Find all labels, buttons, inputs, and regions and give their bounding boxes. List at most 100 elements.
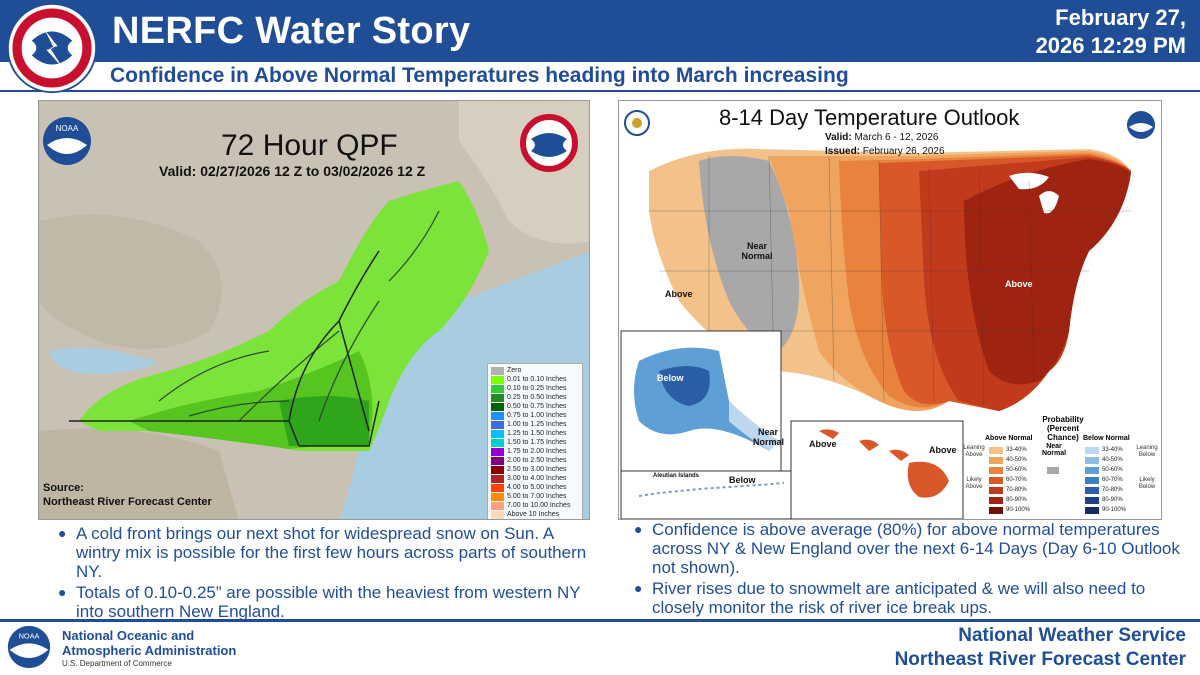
prob-legend-label: 60-70% <box>1006 477 1027 483</box>
qpf-legend-swatch <box>491 420 504 429</box>
prob-leaning-above: Leaning Above <box>963 445 985 458</box>
prob-legend-swatch <box>1085 476 1099 484</box>
footer-org: National Oceanic and Atmospheric Adminis… <box>62 628 236 658</box>
qpf-legend-row: 1.25 to 1.50 Inches <box>491 429 579 438</box>
footer-office: National Weather Service Northeast River… <box>895 624 1186 672</box>
qpf-legend-label: 0.01 to 0.10 Inches <box>507 376 567 383</box>
qpf-legend-row: 4.00 to 5.00 Inches <box>491 483 579 492</box>
bullet-dot-icon: ● <box>58 584 67 600</box>
prob-legend-swatch <box>989 446 1003 454</box>
qpf-legend-label: Zero <box>507 367 522 374</box>
qpf-legend-swatch <box>491 474 504 483</box>
date-line: February 27, <box>1055 5 1186 30</box>
prob-below-head: Below Normal <box>1083 435 1130 442</box>
qpf-legend-swatch <box>491 411 504 420</box>
prob-legend-label: 40-50% <box>1102 457 1123 463</box>
prob-above-head: Above Normal <box>985 435 1033 442</box>
prob-legend-swatch <box>1085 506 1099 514</box>
prob-likely-below: Likely Below <box>1138 477 1156 490</box>
outlook-map <box>619 101 1161 519</box>
qpf-legend-label: 4.00 to 5.00 Inches <box>507 484 567 491</box>
label-above-hawaii-west: Above <box>809 439 837 449</box>
prob-legend-label: 90-100% <box>1006 507 1031 513</box>
label-above-west: Above <box>665 289 693 299</box>
qpf-source-label: Source: <box>43 482 84 494</box>
prob-legend-label: 33-40% <box>1006 447 1027 453</box>
header: NERFC Water Story February 27, 2026 12:2… <box>0 0 1200 95</box>
qpf-legend-label: 7.00 to 10.00 Inches <box>507 502 571 509</box>
footer-office-line2: Northeast River Forecast Center <box>894 649 1186 670</box>
qpf-legend-label: 1.00 to 1.25 Inches <box>507 421 567 428</box>
footer-org-line1: National Oceanic and <box>62 628 195 643</box>
qpf-valid: Valid: 02/27/2026 12 Z to 03/02/2026 12 … <box>159 163 426 179</box>
qpf-legend-row: 1.50 to 1.75 Inches <box>491 438 579 447</box>
qpf-legend-swatch <box>491 366 504 375</box>
qpf-legend-label: 3.00 to 4.00 Inches <box>507 475 567 482</box>
prob-legend-title: Probability (Percent Chance) <box>1042 415 1084 442</box>
valid-value: March 6 - 12, 2026 <box>854 132 939 143</box>
qpf-legend-row: 5.00 to 7.00 Inches <box>491 492 579 501</box>
header-subtitle-bar <box>0 62 1200 92</box>
bullet-dot-icon: ● <box>634 521 643 537</box>
qpf-legend-row: Zero <box>491 366 579 375</box>
probability-legend: Probability (Percent Chance) Above Norma… <box>963 415 1159 519</box>
qpf-legend-label: 2.50 to 3.00 Inches <box>507 466 567 473</box>
qpf-legend-swatch <box>491 465 504 474</box>
footer-divider <box>0 619 1200 622</box>
label-below-aleutian: Below <box>729 475 756 485</box>
prob-legend-row: 50-60% <box>1085 465 1123 475</box>
prob-near-head: Near Normal <box>1041 443 1067 457</box>
qpf-legend-swatch <box>491 501 504 510</box>
bullet-text: A cold front brings our next shot for wi… <box>76 524 587 581</box>
prob-legend-label: 70-80% <box>1102 487 1123 493</box>
qpf-legend-label: 1.75 to 2.00 Inches <box>507 448 567 455</box>
valid-label: Valid: <box>825 132 852 143</box>
prob-legend-row: 90-100% <box>989 505 1030 515</box>
prob-legend-row: 70-80% <box>1085 485 1123 495</box>
qpf-legend-label: 0.75 to 1.00 Inches <box>507 412 567 419</box>
qpf-source-name: Northeast River Forecast Center <box>43 496 212 508</box>
qpf-legend-swatch <box>491 447 504 456</box>
prob-legend-label: 50-60% <box>1102 467 1123 473</box>
qpf-legend-swatch <box>491 375 504 384</box>
outlook-map-panel: 8-14 Day Temperature Outlook Valid: Marc… <box>618 100 1162 520</box>
prob-legend-label: 60-70% <box>1102 477 1123 483</box>
issued-value: February 26, 2026 <box>862 146 945 157</box>
prob-legend-row: 33-40% <box>989 445 1027 455</box>
prob-legend-swatch <box>989 496 1003 504</box>
qpf-legend-label: Above 10 Inches <box>507 511 560 518</box>
right-bullet-list: ● Confidence is above average (80%) for … <box>624 520 1184 619</box>
prob-legend-row: 90-100% <box>1085 505 1126 515</box>
prob-legend-swatch <box>1085 466 1099 474</box>
noaa-logo-icon <box>1127 111 1155 139</box>
qpf-legend-label: 0.25 to 0.50 Inches <box>507 394 567 401</box>
prob-legend-row: 60-70% <box>1085 475 1123 485</box>
qpf-source: Source: Northeast River Forecast Center <box>43 481 212 509</box>
prob-legend-label: 33-40% <box>1102 447 1123 453</box>
qpf-map: NOAA <box>39 101 589 519</box>
qpf-legend-label: 0.10 to 0.25 Inches <box>507 385 567 392</box>
nws-map-logo-icon <box>520 114 578 172</box>
prob-legend-swatch <box>989 486 1003 494</box>
prob-legend-swatch <box>989 456 1003 464</box>
qpf-legend-row: 2.50 to 3.00 Inches <box>491 465 579 474</box>
bullet-text: Totals of 0.10-0.25” are possible with t… <box>76 583 581 621</box>
page-subtitle: Confidence in Above Normal Temperatures … <box>110 64 849 87</box>
qpf-legend-swatch <box>491 510 504 519</box>
prob-near-swatch <box>1047 467 1059 474</box>
qpf-legend-row: Above 10 Inches <box>491 510 579 519</box>
bullet-item: ● River rises due to snowmelt are antici… <box>624 579 1184 617</box>
qpf-legend-swatch <box>491 402 504 411</box>
qpf-legend-swatch <box>491 384 504 393</box>
prob-legend-swatch <box>989 466 1003 474</box>
noaa-logo-icon: NOAA <box>43 117 91 165</box>
bullet-text: River rises due to snowmelt are anticipa… <box>652 579 1146 617</box>
bullet-dot-icon: ● <box>634 580 643 596</box>
qpf-legend-swatch <box>491 393 504 402</box>
qpf-legend-swatch <box>491 438 504 447</box>
footer-dept: U.S. Department of Commerce <box>62 659 172 668</box>
qpf-title: 72 Hour QPF <box>221 129 398 162</box>
label-near-normal-alaska: Near Normal <box>753 427 785 447</box>
issued-label: Issued: <box>825 146 861 157</box>
svg-text:NOAA: NOAA <box>56 124 79 133</box>
